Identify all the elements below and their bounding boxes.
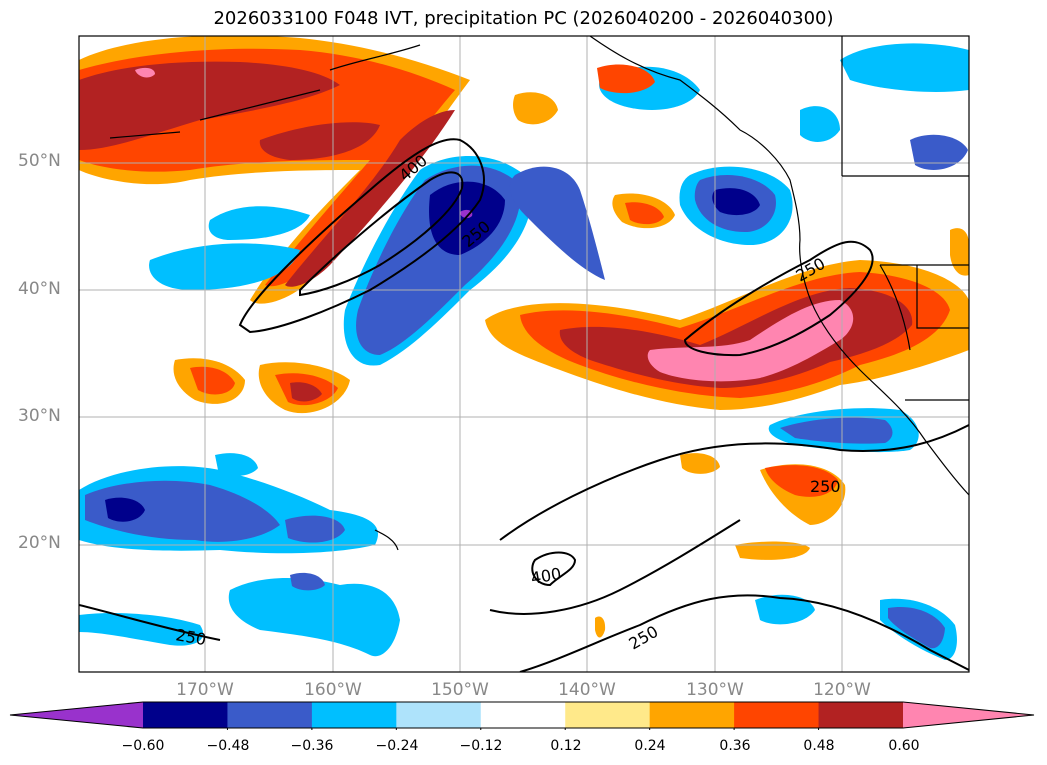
coastlines <box>109 36 969 551</box>
colorbar-cell <box>649 702 735 728</box>
lon-label-160w: 160°W <box>304 680 362 700</box>
ivt-contours <box>79 138 969 672</box>
colorbar-extend-min <box>10 702 143 728</box>
lon-label-170w: 170°W <box>176 680 234 700</box>
contour-label: 250 <box>810 477 841 496</box>
colorbar-tick-label: 0.24 <box>634 738 666 754</box>
colorbar <box>9 701 1035 730</box>
colorbar-tick-label: −0.60 <box>121 738 165 754</box>
negative-anomaly-central <box>149 156 605 366</box>
colorbar-tick-label: −0.36 <box>290 738 334 754</box>
lon-label-120w: 120°W <box>813 680 871 700</box>
colorbar-tick-label: −0.24 <box>375 738 419 754</box>
map-panel: 400 250 250 250 400 250 250 <box>78 35 970 673</box>
colorbar-cell <box>480 702 566 728</box>
colorbar-extend-max <box>903 702 1034 728</box>
colorbar-tick-label: 0.36 <box>719 738 751 754</box>
colorbar-cell <box>734 702 820 728</box>
figure-title: 2026033100 F048 IVT, precipitation PC (2… <box>213 8 834 29</box>
lon-label-130w: 130°W <box>686 680 744 700</box>
colorbar-cell <box>818 702 904 728</box>
colorbar-cell <box>396 702 482 728</box>
lat-label-30n: 30°N <box>18 406 61 426</box>
lat-label-50n: 50°N <box>18 151 61 171</box>
colorbar-cell <box>565 702 651 728</box>
lon-label-150w: 150°W <box>431 680 489 700</box>
colorbar-tick-label: −0.12 <box>459 738 503 754</box>
colorbar-tick-label: −0.48 <box>206 738 250 754</box>
scattered-anomaly-patches <box>173 64 969 660</box>
colorbar-tick-label: 0.12 <box>550 738 582 754</box>
colorbar-tick-label: 0.60 <box>888 738 920 754</box>
colorbar-cell <box>311 702 397 728</box>
ivt-contour-labels: 400 250 250 250 400 250 250 <box>174 151 840 654</box>
colorbar-cell <box>227 702 313 728</box>
lon-label-140w: 140°W <box>558 680 616 700</box>
negative-anomaly-southwest <box>79 453 400 657</box>
colorbar-cell <box>143 702 228 728</box>
lat-label-20n: 20°N <box>18 533 61 553</box>
positive-anomaly-northwest <box>79 36 470 304</box>
colorbar-tick-label: 0.48 <box>803 738 835 754</box>
lat-label-40n: 40°N <box>18 279 61 299</box>
